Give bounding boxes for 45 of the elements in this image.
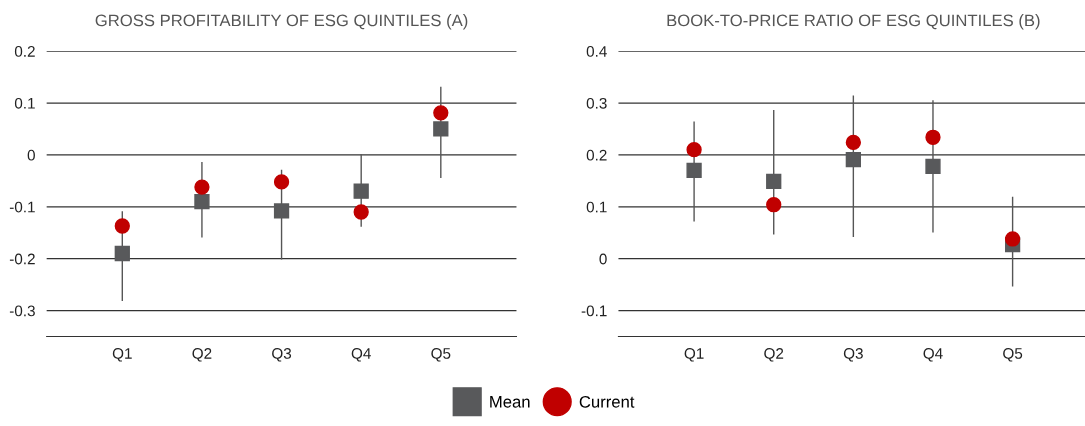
point — [114, 218, 130, 234]
y-tick-label: 0.2 — [586, 149, 607, 161]
point — [194, 179, 210, 195]
y-tick-label: 0.1 — [586, 201, 607, 213]
y-tick-label: 0.1 — [14, 97, 35, 109]
x-tick-label: Q3 — [843, 348, 863, 362]
chart-title: GROSS PROFITABILITY OF ESG QUINTILES (A) — [95, 14, 468, 30]
point — [273, 203, 290, 219]
x-tick-label: Q4 — [351, 348, 371, 362]
x-tick-label: Q2 — [192, 348, 212, 362]
x-tick-label: Q1 — [112, 348, 132, 362]
point — [845, 151, 861, 168]
point — [353, 204, 369, 220]
x-tick-label: Q4 — [923, 348, 943, 362]
point — [433, 121, 449, 137]
x-tick-label: Q1 — [684, 348, 704, 362]
x-tick-label: Q2 — [764, 348, 784, 362]
y-tick-label: 0 — [599, 253, 607, 265]
y-tick-label: -0.2 — [9, 253, 35, 265]
point — [433, 105, 449, 121]
x-tick-label: Q3 — [272, 348, 292, 362]
legend-label: Mean — [490, 396, 530, 408]
point — [686, 142, 702, 158]
y-tick-label: -0.1 — [581, 305, 607, 317]
y-tick-label: 0.3 — [586, 97, 607, 109]
point — [686, 162, 702, 179]
point — [194, 193, 210, 210]
y-tick-label: -0.3 — [9, 305, 35, 317]
y-tick-label: 0 — [27, 149, 35, 161]
point — [925, 158, 941, 174]
point — [766, 197, 782, 213]
point — [114, 245, 130, 262]
legend-label: Current — [579, 395, 635, 408]
point — [925, 129, 941, 145]
point — [353, 183, 369, 199]
y-tick-label: 0.4 — [586, 45, 607, 57]
chart-title: BOOK-TO-PRICE RATIO OF ESG QUINTILES (B) — [667, 14, 1040, 30]
x-tick-label: Q5 — [431, 348, 451, 362]
point — [1004, 231, 1021, 247]
point — [766, 173, 782, 190]
point — [273, 174, 290, 190]
y-tick-label: 0.2 — [14, 45, 35, 57]
y-tick-label: -0.1 — [9, 201, 35, 213]
point — [845, 134, 861, 151]
x-tick-label: Q5 — [1003, 348, 1023, 362]
